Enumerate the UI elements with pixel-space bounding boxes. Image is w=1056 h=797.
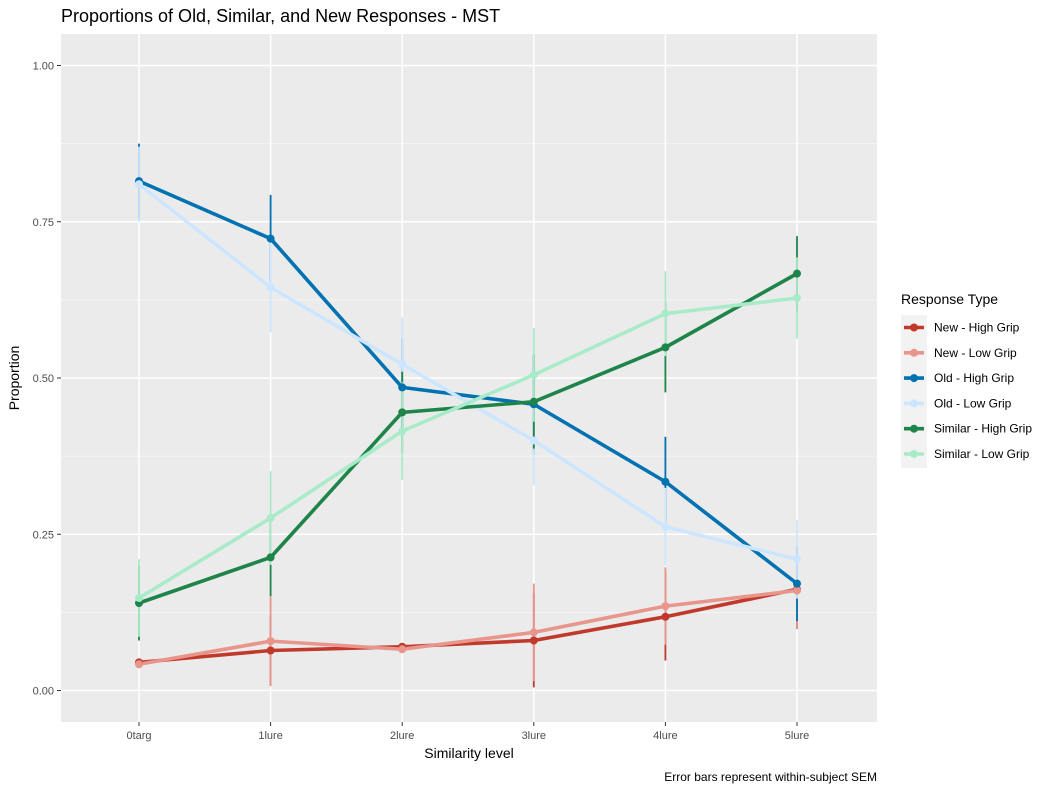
minor-gridlines bbox=[61, 143, 877, 613]
x-tick-label: 0targ bbox=[126, 730, 151, 742]
legend-label: Old - High Grip bbox=[934, 371, 1014, 385]
legend-title: Response Type bbox=[901, 291, 998, 307]
data-point bbox=[266, 283, 275, 292]
chart-caption: Error bars represent within-subject SEM bbox=[664, 770, 877, 784]
y-tick-label: 0.00 bbox=[33, 686, 54, 698]
legend-label: New - Low Grip bbox=[934, 346, 1017, 360]
data-point bbox=[398, 427, 407, 436]
data-point bbox=[529, 628, 538, 637]
y-axis: 0.00 0.25 0.50 0.75 1.00 bbox=[33, 61, 61, 698]
series-lines bbox=[137, 179, 799, 667]
legend-label: Similar - Low Grip bbox=[934, 447, 1030, 461]
legend-label: Similar - High Grip bbox=[934, 422, 1032, 436]
data-point bbox=[661, 522, 670, 531]
data-point bbox=[398, 645, 407, 654]
data-point bbox=[793, 586, 801, 595]
data-point bbox=[135, 180, 143, 189]
data-point bbox=[793, 294, 801, 302]
data-point bbox=[266, 553, 275, 562]
data-point bbox=[266, 646, 275, 655]
data-point bbox=[793, 555, 801, 564]
y-tick-label: 0.75 bbox=[33, 217, 54, 229]
legend-key-point bbox=[910, 424, 918, 433]
data-point bbox=[793, 579, 801, 588]
legend-key-point bbox=[910, 399, 918, 408]
data-point bbox=[266, 234, 275, 243]
legend-key-point bbox=[910, 348, 918, 357]
series-line bbox=[138, 296, 798, 600]
series-line bbox=[138, 587, 798, 665]
x-tick-label: 4lure bbox=[653, 730, 677, 742]
data-point bbox=[266, 514, 275, 522]
data-point bbox=[661, 343, 670, 352]
data-point bbox=[793, 269, 801, 278]
data-point bbox=[266, 637, 275, 646]
data-point bbox=[529, 370, 538, 379]
data-point bbox=[529, 436, 538, 445]
data-point bbox=[529, 636, 538, 645]
y-axis-label: Proportion bbox=[6, 346, 22, 411]
series-line bbox=[138, 179, 799, 586]
y-tick-label: 0.25 bbox=[33, 529, 54, 541]
legend-key-point bbox=[910, 323, 918, 332]
data-point bbox=[661, 477, 670, 486]
x-axis-label: Similarity level bbox=[424, 745, 513, 761]
y-tick-label: 1.00 bbox=[33, 61, 54, 73]
y-tick-label: 0.50 bbox=[33, 373, 54, 385]
x-tick-label: 5lure bbox=[785, 730, 809, 742]
series-line bbox=[138, 588, 798, 667]
x-tick-label: 3lure bbox=[522, 730, 546, 742]
data-point bbox=[135, 660, 143, 669]
data-point bbox=[135, 594, 143, 602]
legend-key-point bbox=[910, 374, 918, 383]
x-axis: 0targ 1lure 2lure 3lure 4lure 5lure bbox=[126, 722, 809, 742]
series-line bbox=[138, 272, 798, 605]
data-point bbox=[529, 397, 538, 406]
data-point bbox=[398, 383, 407, 392]
x-tick-label: 2lure bbox=[390, 730, 414, 742]
legend-key-point bbox=[910, 450, 918, 458]
data-point bbox=[398, 408, 407, 417]
series-points bbox=[135, 177, 801, 669]
data-point bbox=[661, 309, 670, 318]
chart-title: Proportions of Old, Similar, and New Res… bbox=[61, 6, 500, 26]
data-point bbox=[661, 602, 670, 611]
data-point bbox=[398, 360, 407, 369]
legend-key-background bbox=[901, 315, 927, 468]
legend-label: Old - Low Grip bbox=[934, 396, 1012, 410]
legend: Response Type New - High Grip New - Low G… bbox=[901, 291, 1032, 468]
data-point bbox=[661, 612, 670, 621]
legend-label: New - High Grip bbox=[934, 321, 1020, 335]
x-tick-label: 1lure bbox=[258, 730, 282, 742]
